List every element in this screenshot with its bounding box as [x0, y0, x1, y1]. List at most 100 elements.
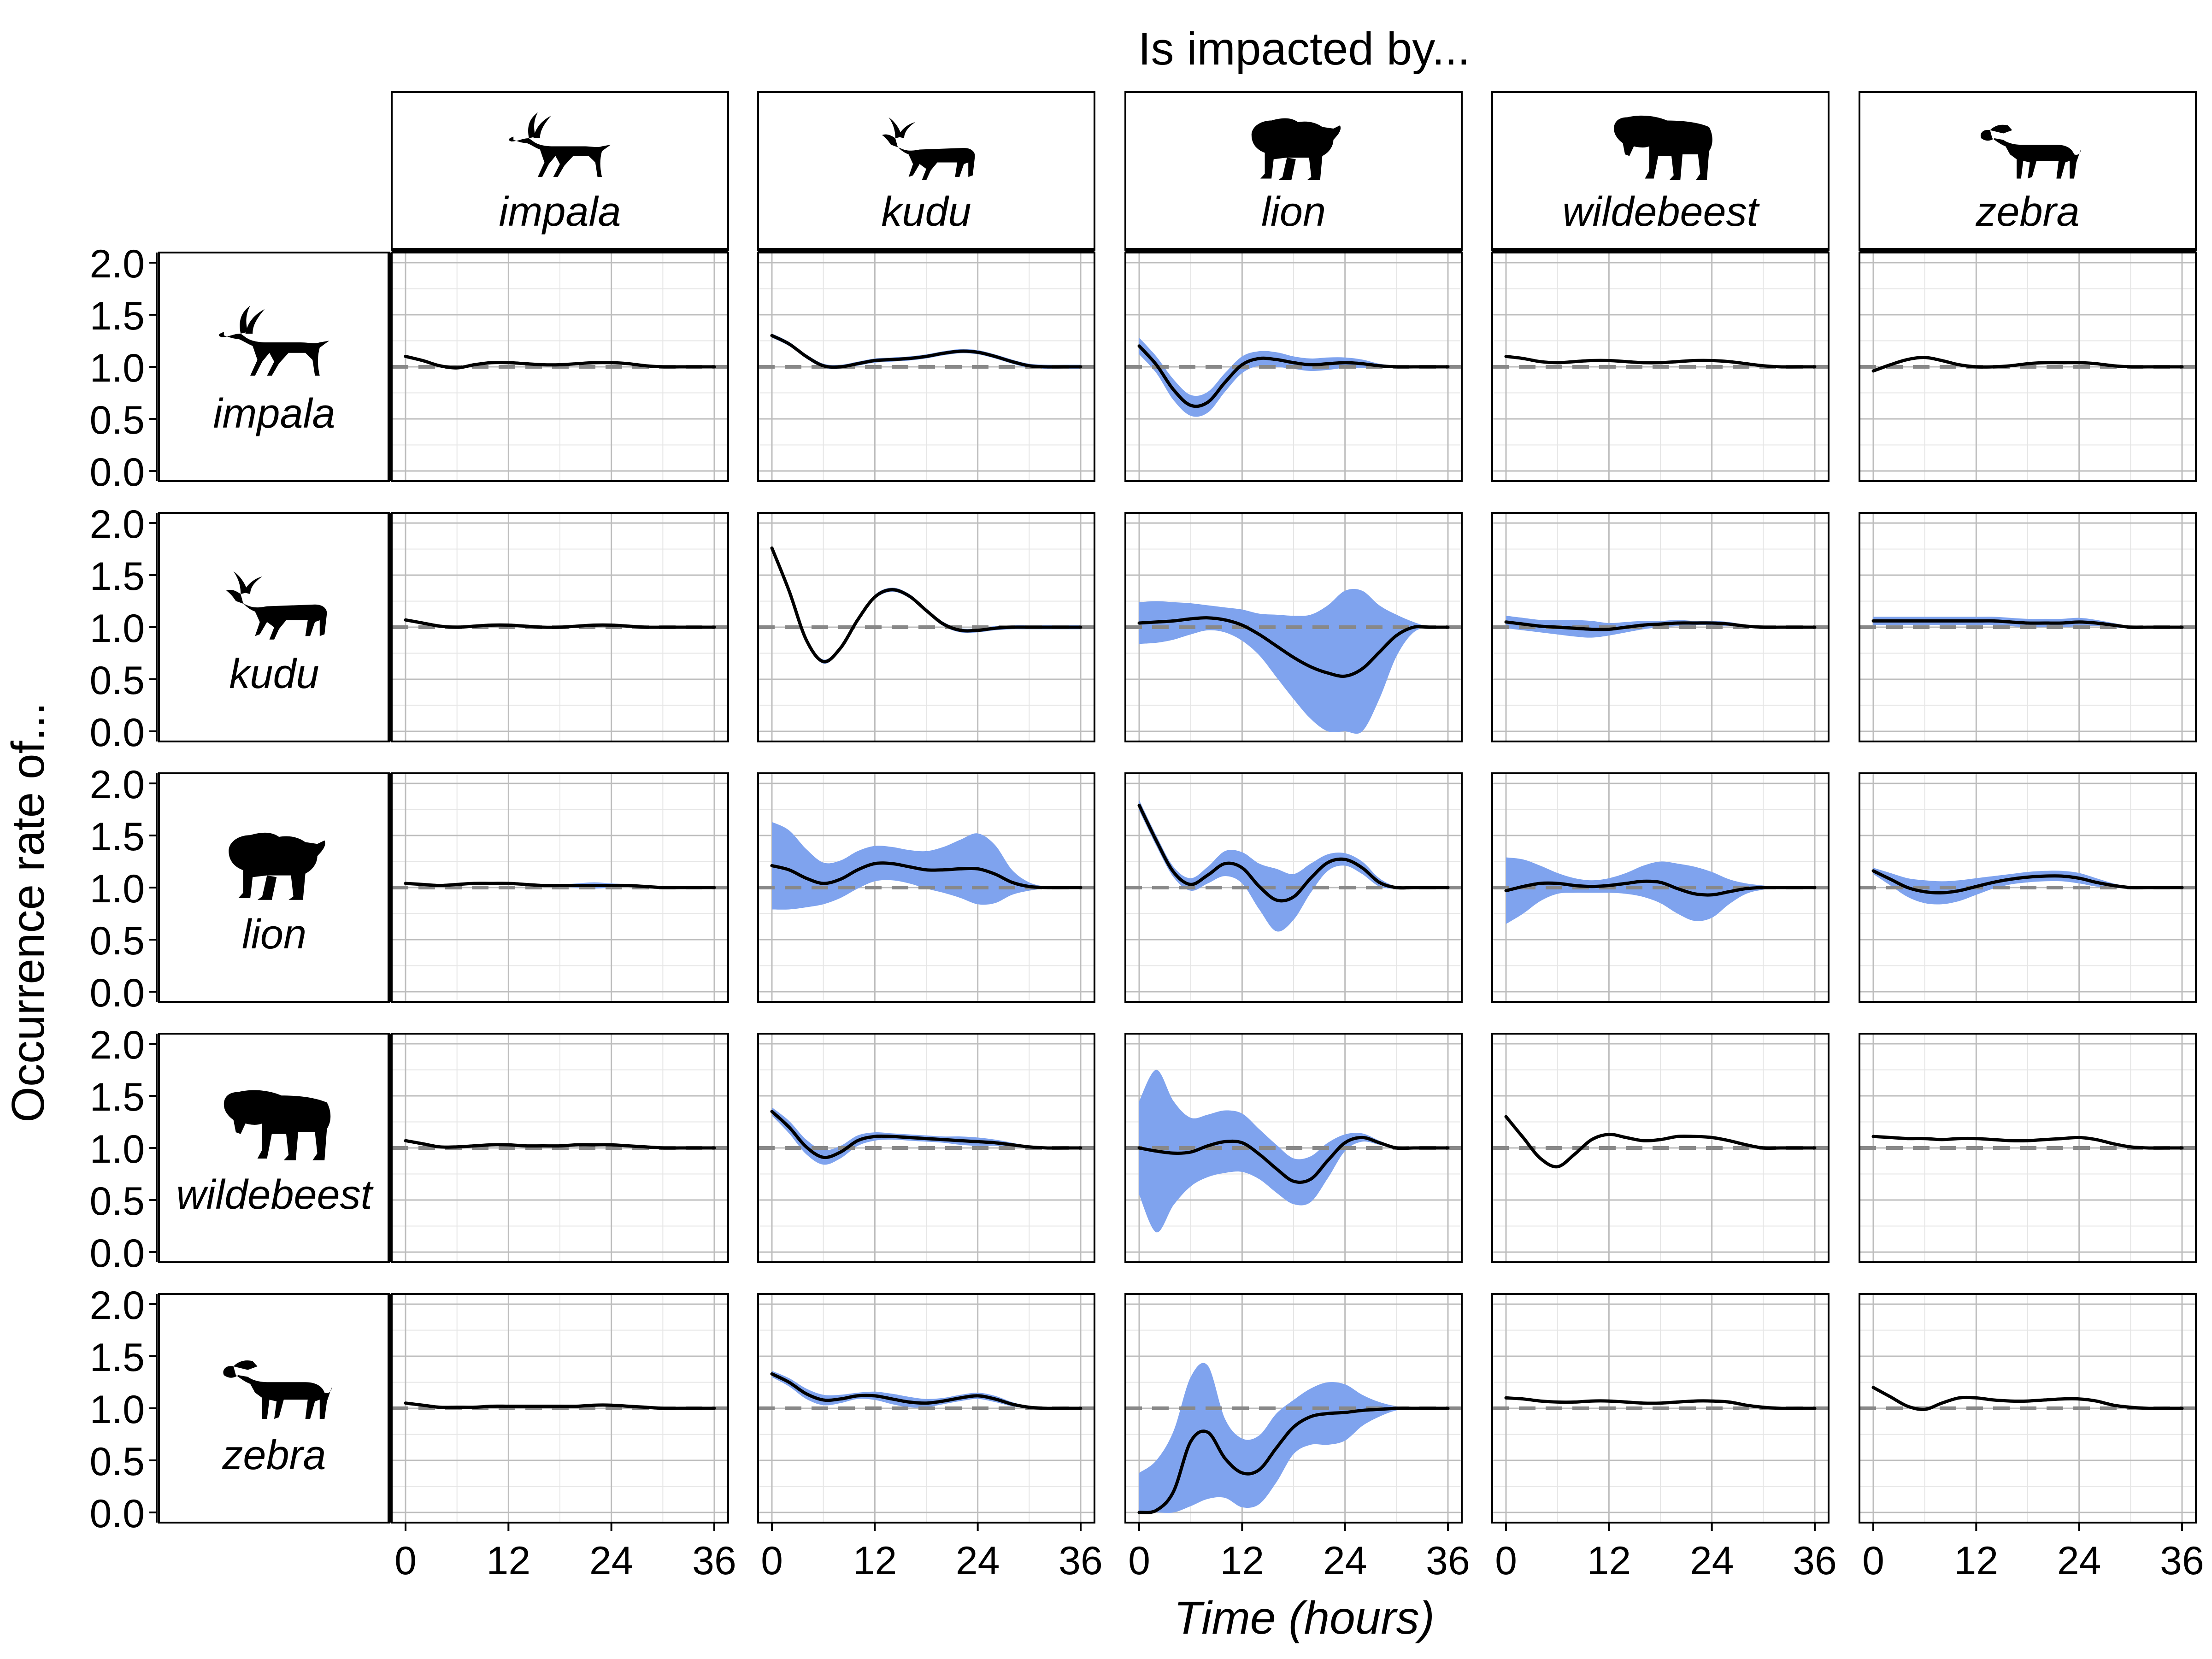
estimate-line — [1504, 620, 1817, 631]
panel-border — [1124, 512, 1463, 742]
panel-lion-by-kudu — [757, 772, 1095, 1003]
y-tick-label: 0.5 — [89, 1179, 145, 1224]
row-strip-label: zebra — [222, 1432, 326, 1478]
y-axes: 0.0 0.5 1.0 1.5 2.0 0.0 0.5 1.0 1.5 2.0 0.0 0.5 1.0 1… — [89, 242, 158, 1536]
x-tick-label: 24 — [589, 1539, 634, 1583]
x-tick-label: 0 — [761, 1539, 783, 1583]
y-axis-lion: 0.0 0.5 1.0 1.5 2.0 — [89, 763, 158, 1015]
panel-border — [1859, 772, 2197, 1003]
panel-border — [1491, 772, 1830, 1003]
estimate-line — [1504, 354, 1817, 369]
impala-silhouette-icon — [218, 306, 329, 376]
estimate-line — [404, 618, 716, 629]
column-strip-lion — [1124, 91, 1463, 251]
panel-zebra-by-kudu — [757, 1293, 1095, 1524]
y-tick-label: 0.5 — [89, 659, 145, 703]
y-tick-label: 1.5 — [89, 1075, 145, 1119]
x-tick-label: 12 — [1954, 1539, 1998, 1583]
estimate-line — [1137, 804, 1450, 903]
estimate-line — [404, 1401, 716, 1410]
panel-border — [1859, 1033, 2197, 1263]
panel-zebra-by-wildebeest — [1491, 1293, 1830, 1524]
y-tick-label: 2.0 — [89, 1023, 145, 1067]
panel-kudu-by-wildebeest — [1491, 512, 1830, 742]
panel-lion-by-zebra — [1859, 772, 2197, 1003]
y-tick-label: 1.0 — [89, 1388, 145, 1432]
estimate-line — [1137, 344, 1450, 408]
y-tick-label: 0.0 — [89, 1492, 145, 1536]
estimate-line — [770, 546, 1082, 664]
panel-impala-by-kudu — [757, 252, 1095, 482]
panel-border — [1124, 1293, 1463, 1524]
x-axis-impala: 0 12 24 36 — [394, 1524, 736, 1583]
panel-kudu-by-zebra — [1859, 512, 2197, 742]
panel-border — [391, 1033, 729, 1263]
panel-wildebeest-by-kudu — [757, 1033, 1095, 1263]
row-strip-lion — [158, 772, 390, 1003]
x-tick-label: 24 — [1323, 1539, 1367, 1583]
column-strip-label: kudu — [881, 189, 971, 235]
estimate-line — [1504, 1115, 1817, 1169]
panel-border — [757, 1293, 1095, 1524]
wildebeest-silhouette-icon — [224, 1090, 331, 1160]
panel-border — [391, 1293, 729, 1524]
row-strip-label: wildebeest — [176, 1172, 374, 1218]
panel-wildebeest-by-lion — [1124, 1033, 1463, 1263]
lion-silhouette-icon — [229, 832, 325, 900]
x-tick-label: 24 — [1690, 1539, 1734, 1583]
panel-kudu-by-lion — [1124, 512, 1463, 742]
panel-lion-by-lion — [1124, 772, 1463, 1003]
y-axis-title: Occurrence rate of... — [2, 702, 54, 1122]
x-axis-zebra: 0 12 24 36 — [1862, 1524, 2204, 1583]
y-tick-label: 0.5 — [89, 919, 145, 963]
panel-border — [757, 252, 1095, 482]
row-strip-wildebeest — [158, 1033, 390, 1263]
panel-border — [391, 252, 729, 482]
panel-kudu-by-kudu — [757, 512, 1095, 742]
row-strip-zebra — [158, 1293, 390, 1524]
y-tick-label: 2.0 — [89, 242, 145, 286]
y-axis-impala: 0.0 0.5 1.0 1.5 2.0 — [89, 242, 158, 494]
kudu-silhouette-icon — [882, 117, 975, 180]
column-strip-zebra — [1859, 91, 2197, 251]
estimate-line — [770, 1372, 1082, 1410]
y-tick-label: 1.0 — [89, 606, 145, 651]
panel-border — [1124, 772, 1463, 1003]
estimate-line — [404, 1139, 716, 1150]
x-tick-label: 0 — [1128, 1539, 1150, 1583]
panel-impala-by-wildebeest — [1491, 252, 1830, 482]
panel-zebra-by-impala — [391, 1293, 729, 1524]
panel-wildebeest-by-wildebeest — [1491, 1033, 1830, 1263]
x-tick-label: 0 — [394, 1539, 417, 1583]
x-tick-label: 12 — [853, 1539, 897, 1583]
panel-border — [1124, 1033, 1463, 1263]
confidence-band — [772, 1107, 1081, 1165]
kudu-silhouette-icon — [226, 571, 327, 640]
panel-border — [391, 512, 729, 742]
impala-silhouette-icon — [509, 112, 611, 177]
y-tick-label: 1.5 — [89, 815, 145, 859]
y-tick-label: 1.0 — [89, 1127, 145, 1171]
x-tick-label: 24 — [956, 1539, 1000, 1583]
row-strip-label: impala — [213, 391, 335, 437]
estimate-line — [1871, 1135, 2184, 1150]
x-tick-label: 12 — [1587, 1539, 1631, 1583]
panel-wildebeest-by-impala — [391, 1033, 729, 1263]
row-strip-label: kudu — [229, 651, 319, 697]
panel-wildebeest-by-zebra — [1859, 1033, 2197, 1263]
y-tick-label: 1.5 — [89, 554, 145, 599]
estimate-line — [404, 882, 716, 889]
panel-border — [1859, 252, 2197, 482]
x-tick-label: 36 — [1793, 1539, 1837, 1583]
panel-border — [1124, 252, 1463, 482]
x-tick-label: 0 — [1495, 1539, 1517, 1583]
y-tick-label: 1.5 — [89, 294, 145, 338]
panel-kudu-by-impala — [391, 512, 729, 742]
estimate-line — [770, 334, 1082, 369]
column-strips: impala kudu lion wildebeest zebra — [391, 91, 2197, 252]
column-strip-label: zebra — [1975, 189, 2079, 235]
y-tick-label: 0.0 — [89, 711, 145, 755]
estimate-line — [1137, 1406, 1450, 1514]
panel-border — [1859, 512, 2197, 742]
x-axis-title: Time (hours) — [1174, 1592, 1435, 1644]
